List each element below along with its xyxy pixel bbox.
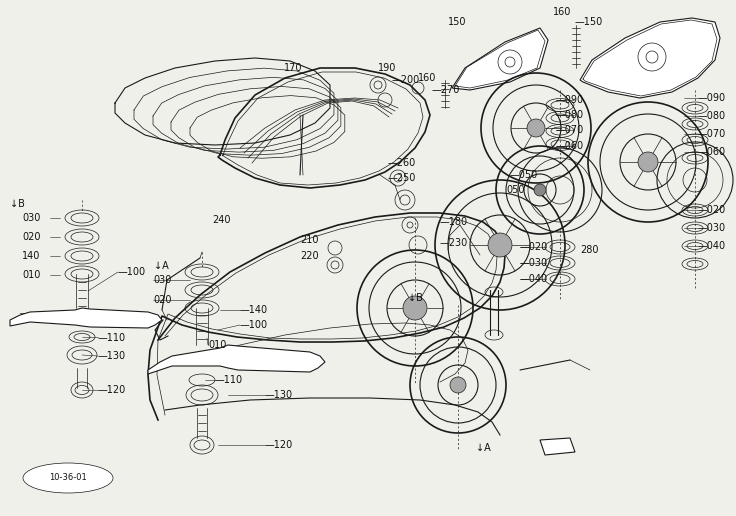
Text: 170: 170 (284, 63, 302, 73)
Text: —050: —050 (510, 170, 538, 180)
Text: ↓B: ↓B (10, 199, 25, 209)
Text: 160: 160 (553, 7, 571, 17)
Text: —250: —250 (388, 173, 417, 183)
Text: —100: —100 (118, 267, 146, 277)
Text: —060: —060 (556, 141, 584, 151)
Text: —020: —020 (698, 205, 726, 215)
Circle shape (403, 296, 427, 320)
Text: 050: 050 (506, 185, 525, 195)
Text: —120: —120 (265, 440, 293, 450)
Text: ↓B: ↓B (408, 293, 423, 303)
Text: —150: —150 (575, 17, 604, 27)
Text: 020: 020 (153, 295, 171, 305)
Polygon shape (540, 438, 575, 455)
Text: ↓A: ↓A (154, 261, 169, 271)
Text: 10-36-01: 10-36-01 (49, 474, 87, 482)
Ellipse shape (23, 463, 113, 493)
Polygon shape (452, 28, 548, 90)
Text: ↓A: ↓A (476, 443, 491, 453)
Text: —230: —230 (440, 238, 468, 248)
Text: 160: 160 (418, 73, 436, 83)
Polygon shape (10, 308, 162, 328)
Text: —020: —020 (520, 242, 548, 252)
Text: —030: —030 (698, 223, 726, 233)
Text: —120: —120 (98, 385, 127, 395)
Text: 150: 150 (448, 17, 467, 27)
Text: 010: 010 (208, 340, 227, 350)
Circle shape (527, 119, 545, 137)
Polygon shape (580, 18, 720, 98)
Text: —100: —100 (240, 320, 268, 330)
Circle shape (638, 152, 658, 172)
Text: —270: —270 (432, 85, 461, 95)
Text: 140: 140 (22, 251, 40, 261)
Text: —130: —130 (265, 390, 293, 400)
Text: —110: —110 (98, 333, 126, 343)
Text: —180: —180 (440, 217, 468, 227)
Text: —040: —040 (520, 274, 548, 284)
Text: —060: —060 (698, 147, 726, 157)
Text: —040: —040 (698, 241, 726, 251)
Text: 210: 210 (300, 235, 319, 245)
Circle shape (450, 377, 466, 393)
Text: 190: 190 (378, 63, 397, 73)
Text: —110: —110 (215, 375, 243, 385)
Polygon shape (148, 345, 325, 374)
Text: —080: —080 (556, 110, 584, 120)
Text: —070: —070 (556, 125, 584, 135)
Circle shape (534, 184, 546, 196)
Text: —070: —070 (698, 129, 726, 139)
Text: —200: —200 (392, 75, 420, 85)
Text: —090: —090 (698, 93, 726, 103)
Text: 010: 010 (22, 270, 40, 280)
Text: —130: —130 (98, 351, 126, 361)
Text: —260: —260 (388, 158, 417, 168)
Text: —080: —080 (698, 111, 726, 121)
Text: 240: 240 (212, 215, 230, 225)
Text: 030: 030 (22, 213, 40, 223)
Text: 020: 020 (22, 232, 40, 242)
Circle shape (488, 233, 512, 257)
Text: —140: —140 (240, 305, 268, 315)
Text: 030: 030 (153, 275, 171, 285)
Text: —090: —090 (556, 95, 584, 105)
Text: 220: 220 (300, 251, 319, 261)
Text: 280: 280 (580, 245, 598, 255)
Text: —030: —030 (520, 258, 548, 268)
